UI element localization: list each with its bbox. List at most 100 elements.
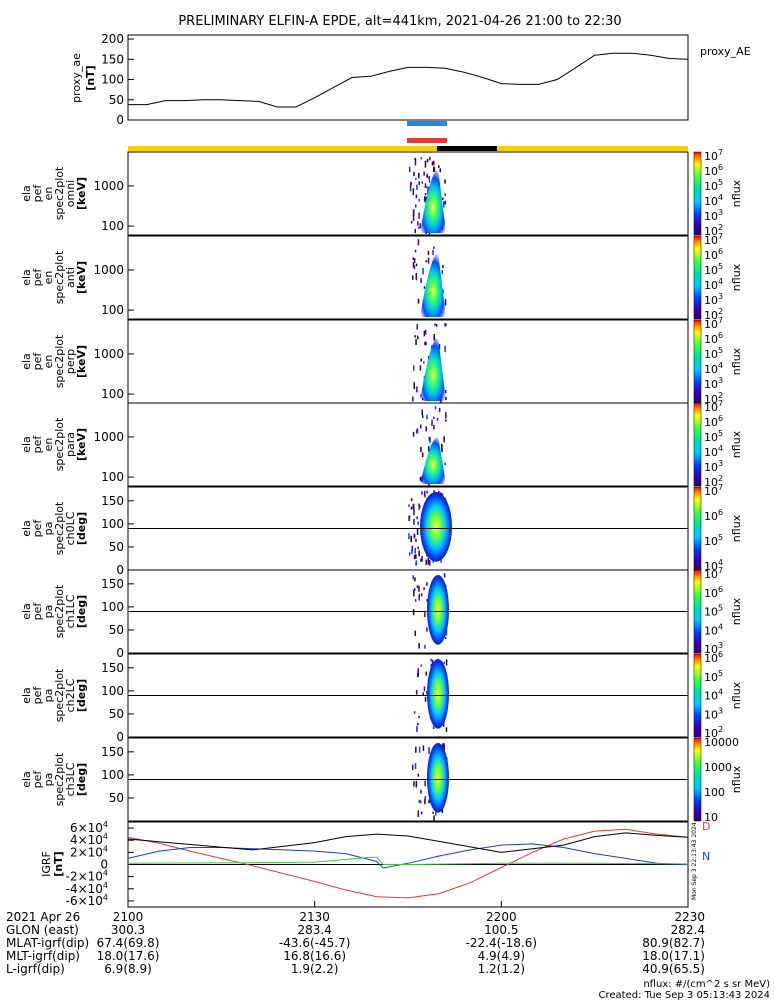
spectrogram-speck — [408, 533, 410, 540]
ephemeris-value: 67.4(69.8) — [97, 936, 160, 950]
panel-ylabel-line: ela — [20, 185, 33, 202]
spectrogram-speck — [413, 365, 415, 371]
spectrogram-speck — [438, 165, 440, 168]
panel-ylabel-line: ela — [20, 603, 33, 620]
colorbar-tick-label: 106 — [704, 331, 723, 346]
spectrogram-speck — [427, 557, 429, 565]
spectrogram-speck — [415, 194, 418, 199]
spectrogram-speck — [439, 168, 441, 173]
panel-ylabel-line: spec2plot — [53, 417, 66, 471]
spectrogram-speck — [414, 249, 417, 253]
proxy-ae-legend: proxy_AE — [700, 45, 751, 58]
panel-ylabel-line: ela — [20, 269, 33, 286]
igrf-ytick-label: -2×104 — [66, 869, 108, 884]
spectrogram-speck — [413, 534, 416, 538]
panel-ytick-label: 50 — [109, 540, 124, 554]
panel-ylabel-line: [keV] — [75, 428, 88, 461]
panel-ylabel-line: pef — [31, 352, 44, 371]
colorbar-tick-label: 104 — [704, 558, 723, 573]
spectrogram-speck — [432, 811, 434, 815]
spectrogram-speck — [443, 201, 445, 208]
ephemeris-value: 40.9(65.5) — [642, 962, 705, 976]
spectrogram-speck — [419, 223, 422, 229]
spectrogram-speck — [428, 436, 431, 441]
chart-title: PRELIMINARY ELFIN-A EPDE, alt=441km, 202… — [178, 14, 621, 29]
ephemeris-value: 18.0(17.6) — [97, 949, 160, 963]
colorbar-tick-label: 100 — [704, 786, 725, 799]
spectrogram-speck — [442, 289, 444, 294]
spectrogram-speck — [412, 262, 415, 268]
ephemeris-value: 2100 — [113, 910, 144, 924]
spectrogram-speck — [418, 593, 420, 601]
spectrogram-speck — [441, 448, 443, 453]
colorbar-label: nflux — [730, 179, 743, 207]
spectrogram-speck — [438, 343, 441, 350]
spectrogram-speck — [416, 428, 419, 434]
ephemeris-value: 2230 — [674, 910, 705, 924]
panel-ytick-label: 0 — [116, 646, 124, 660]
spectrogram-speck — [424, 780, 426, 787]
colorbar-tick-label: 106 — [704, 247, 723, 262]
spectrogram-speck — [421, 409, 423, 416]
colorbar-tick-label: 105 — [704, 604, 723, 619]
spectrogram-speck — [415, 780, 418, 788]
ephemeris-value: 80.9(82.7) — [642, 936, 705, 950]
panel-ytick-label: 100 — [101, 470, 124, 484]
spectrogram-speck — [420, 593, 423, 597]
panel-ylabel-line: spec2plot — [53, 584, 66, 638]
colorbar-tick-label: 102 — [704, 725, 723, 740]
spectrogram-speck — [410, 221, 413, 224]
spectrogram-speck — [432, 249, 434, 256]
spectrogram-speck — [433, 815, 435, 822]
spectrogram-speck — [423, 330, 426, 337]
spectrogram-speck — [426, 173, 428, 178]
colorbar — [693, 569, 702, 654]
pitch-angle-blob — [427, 658, 449, 729]
spectrogram-speck — [423, 587, 425, 590]
spectrogram-speck — [418, 198, 420, 202]
spectrogram-blob — [420, 251, 446, 317]
colorbar-tick-label: 102 — [704, 307, 723, 322]
panel-ytick-label: 1000 — [93, 430, 124, 444]
panel-ylabel-line: spec2plot — [53, 334, 66, 388]
spectrogram-speck — [445, 727, 448, 732]
spectrogram-speck — [418, 212, 420, 219]
spectrogram-speck — [423, 490, 426, 496]
spectrogram-speck — [436, 418, 439, 421]
colorbar — [693, 402, 702, 487]
ephemeris-value: 1.2(1.2) — [478, 962, 526, 976]
colorbar-tick-label: 103 — [704, 208, 723, 223]
spectrogram-speck — [421, 556, 423, 562]
colorbar — [693, 235, 702, 320]
spectrogram-speck — [418, 226, 420, 229]
igrf-lines — [127, 828, 689, 899]
colorbar-tick-label: 107 — [704, 566, 723, 581]
panel-ytick-label: 1000 — [93, 347, 124, 361]
spectrogram-speck — [444, 345, 446, 353]
colorbar — [693, 737, 702, 822]
spectrogram-speck — [412, 214, 415, 221]
spectrogram-speck — [424, 796, 427, 801]
spectrogram-speck — [423, 196, 426, 202]
ephemeris-value: 283.4 — [297, 923, 331, 937]
spectrogram-speck — [433, 425, 435, 430]
proxy-ae-yticks: 0 50 100 150 200 — [101, 32, 134, 127]
spectrogram-speck — [417, 668, 419, 672]
spectrogram-speck — [443, 744, 445, 750]
spectrogram-speck — [433, 166, 435, 172]
spectrogram-speck — [417, 722, 419, 726]
spectrogram-speck — [419, 476, 422, 481]
spectrogram-speck — [445, 659, 448, 666]
ephemeris-value: 16.8(16.6) — [283, 949, 346, 963]
panel-ylabel-line: ela — [20, 771, 33, 788]
ephemeris-value: -43.6(-45.7) — [279, 936, 350, 950]
spectrogram-speck — [417, 773, 420, 777]
igrf-legend-n: N — [702, 850, 710, 863]
panel-ylabel-line: pa — [42, 689, 55, 703]
proxy-ae-frame — [127, 34, 689, 121]
spectrogram-speck — [414, 228, 416, 234]
colorbar-tick-label: 105 — [704, 346, 723, 361]
colorbar-tick-label: 105 — [704, 262, 723, 277]
spectrogram-speck — [425, 341, 427, 346]
